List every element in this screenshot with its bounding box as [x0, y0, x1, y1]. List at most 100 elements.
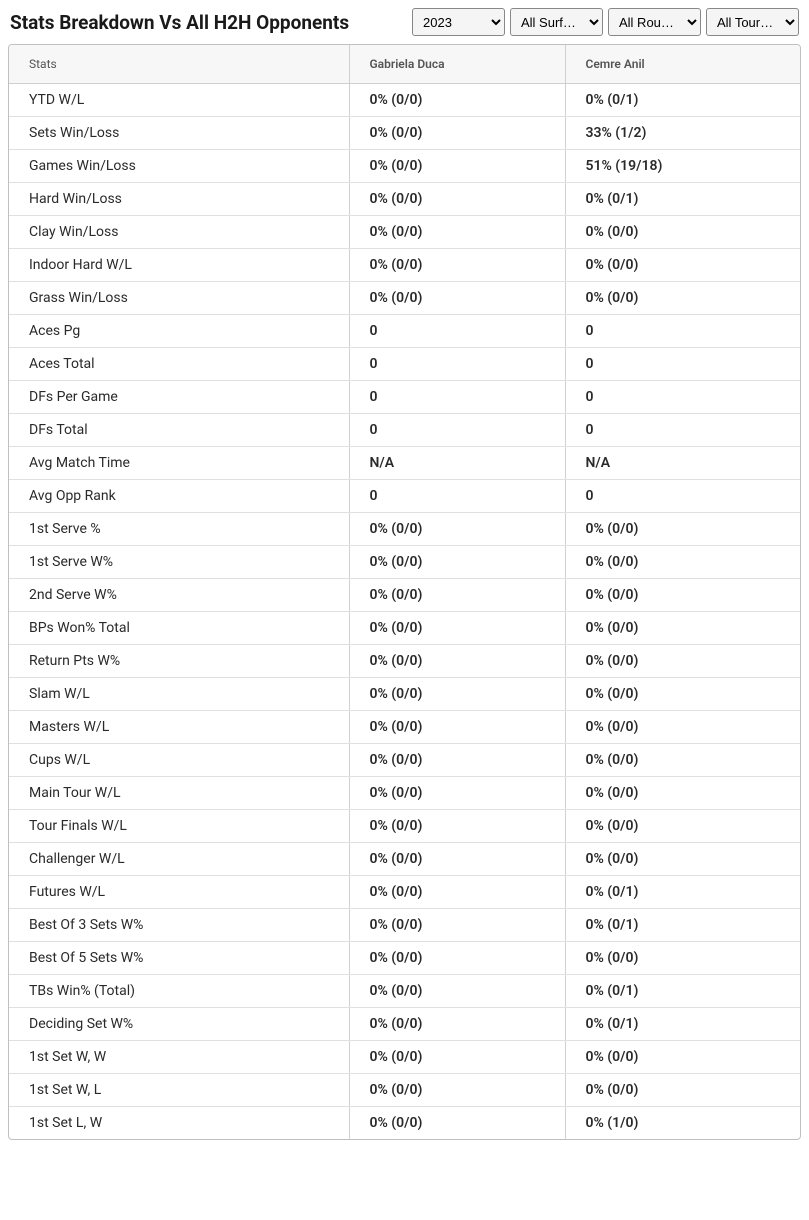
- table-row: Indoor Hard W/L0% (0/0)0% (0/0): [9, 249, 800, 282]
- stat-value-player1: 0% (0/0): [349, 612, 565, 645]
- table-row: Avg Opp Rank00: [9, 480, 800, 513]
- table-row: Return Pts W%0% (0/0)0% (0/0): [9, 645, 800, 678]
- table-row: 1st Set W, L0% (0/0)0% (0/0): [9, 1074, 800, 1107]
- stat-value-player2: 0% (0/0): [565, 1041, 800, 1074]
- table-row: Main Tour W/L0% (0/0)0% (0/0): [9, 777, 800, 810]
- stat-value-player2: 0: [565, 315, 800, 348]
- table-row: Futures W/L0% (0/0)0% (0/1): [9, 876, 800, 909]
- stat-value-player2: 0% (0/0): [565, 546, 800, 579]
- table-row: Aces Total00: [9, 348, 800, 381]
- stat-value-player1: 0% (0/0): [349, 1107, 565, 1140]
- stat-value-player1: 0% (0/0): [349, 513, 565, 546]
- table-row: Hard Win/Loss0% (0/0)0% (0/1): [9, 183, 800, 216]
- stat-value-player2: 0% (0/0): [565, 744, 800, 777]
- stat-value-player1: 0: [349, 414, 565, 447]
- stat-value-player1: 0% (0/0): [349, 909, 565, 942]
- stat-value-player2: 0% (0/0): [565, 282, 800, 315]
- table-row: Slam W/L0% (0/0)0% (0/0): [9, 678, 800, 711]
- filter-tour-select[interactable]: All Tour…: [706, 8, 799, 36]
- stat-label: Hard Win/Loss: [9, 183, 349, 216]
- stat-label: Avg Opp Rank: [9, 480, 349, 513]
- table-row: 1st Set L, W0% (0/0)0% (1/0): [9, 1107, 800, 1140]
- stat-value-player1: 0% (0/0): [349, 546, 565, 579]
- table-row: 1st Serve %0% (0/0)0% (0/0): [9, 513, 800, 546]
- stat-value-player2: 0% (0/1): [565, 84, 800, 117]
- stat-label: Best Of 3 Sets W%: [9, 909, 349, 942]
- stat-label: Aces Total: [9, 348, 349, 381]
- table-row: 1st Set W, W0% (0/0)0% (0/0): [9, 1041, 800, 1074]
- table-row: BPs Won% Total0% (0/0)0% (0/0): [9, 612, 800, 645]
- table-row: DFs Total00: [9, 414, 800, 447]
- table-row: Sets Win/Loss0% (0/0)33% (1/2): [9, 117, 800, 150]
- stats-table: Stats Gabriela Duca Cemre Anil YTD W/L0%…: [9, 45, 800, 1139]
- stat-label: 1st Serve %: [9, 513, 349, 546]
- table-row: Grass Win/Loss0% (0/0)0% (0/0): [9, 282, 800, 315]
- stat-label: Tour Finals W/L: [9, 810, 349, 843]
- stat-value-player1: 0% (0/0): [349, 678, 565, 711]
- col-header-stats: Stats: [9, 45, 349, 84]
- table-row: Best Of 5 Sets W%0% (0/0)0% (0/0): [9, 942, 800, 975]
- stat-value-player2: 0% (0/0): [565, 612, 800, 645]
- filter-round-select[interactable]: All Rou…: [608, 8, 701, 36]
- table-row: Cups W/L0% (0/0)0% (0/0): [9, 744, 800, 777]
- table-row: TBs Win% (Total)0% (0/0)0% (0/1): [9, 975, 800, 1008]
- stat-value-player1: 0% (0/0): [349, 1008, 565, 1041]
- stat-label: DFs Per Game: [9, 381, 349, 414]
- col-header-player2: Cemre Anil: [565, 45, 800, 84]
- stat-label: Aces Pg: [9, 315, 349, 348]
- stat-value-player2: 0: [565, 348, 800, 381]
- stat-value-player1: 0% (0/0): [349, 645, 565, 678]
- stat-value-player1: 0: [349, 480, 565, 513]
- stat-label: Best Of 5 Sets W%: [9, 942, 349, 975]
- table-row: Games Win/Loss0% (0/0)51% (19/18): [9, 150, 800, 183]
- stat-value-player2: 0% (0/0): [565, 843, 800, 876]
- stat-value-player1: 0% (0/0): [349, 876, 565, 909]
- stat-value-player2: 0: [565, 414, 800, 447]
- stat-label: Clay Win/Loss: [9, 216, 349, 249]
- stat-value-player2: 51% (19/18): [565, 150, 800, 183]
- stat-value-player2: 0% (0/0): [565, 579, 800, 612]
- stat-label: Deciding Set W%: [9, 1008, 349, 1041]
- stat-value-player1: 0% (0/0): [349, 744, 565, 777]
- stat-value-player2: 0: [565, 480, 800, 513]
- table-row: 1st Serve W%0% (0/0)0% (0/0): [9, 546, 800, 579]
- stat-value-player2: 0% (0/0): [565, 1074, 800, 1107]
- stat-value-player2: 0% (0/1): [565, 183, 800, 216]
- stat-label: 1st Set L, W: [9, 1107, 349, 1140]
- stat-value-player1: 0: [349, 315, 565, 348]
- table-row: DFs Per Game00: [9, 381, 800, 414]
- stat-value-player2: 0% (0/0): [565, 645, 800, 678]
- table-row: YTD W/L0% (0/0)0% (0/1): [9, 84, 800, 117]
- stat-value-player1: 0% (0/0): [349, 579, 565, 612]
- table-row: Challenger W/L0% (0/0)0% (0/0): [9, 843, 800, 876]
- stat-label: Slam W/L: [9, 678, 349, 711]
- stat-label: Challenger W/L: [9, 843, 349, 876]
- stat-value-player1: 0% (0/0): [349, 777, 565, 810]
- stat-label: Sets Win/Loss: [9, 117, 349, 150]
- stat-value-player1: 0% (0/0): [349, 216, 565, 249]
- stat-value-player1: 0% (0/0): [349, 711, 565, 744]
- stat-value-player2: 0% (1/0): [565, 1107, 800, 1140]
- table-row: 2nd Serve W%0% (0/0)0% (0/0): [9, 579, 800, 612]
- stat-value-player1: 0% (0/0): [349, 843, 565, 876]
- table-row: Avg Match TimeN/AN/A: [9, 447, 800, 480]
- stats-table-wrapper: Stats Gabriela Duca Cemre Anil YTD W/L0%…: [8, 44, 801, 1140]
- filter-year-select[interactable]: 2023: [412, 8, 505, 36]
- stat-value-player1: 0% (0/0): [349, 117, 565, 150]
- stat-label: TBs Win% (Total): [9, 975, 349, 1008]
- table-row: Best Of 3 Sets W%0% (0/0)0% (0/1): [9, 909, 800, 942]
- stat-label: Main Tour W/L: [9, 777, 349, 810]
- stat-value-player1: 0% (0/0): [349, 84, 565, 117]
- stat-label: 2nd Serve W%: [9, 579, 349, 612]
- stat-value-player1: 0% (0/0): [349, 249, 565, 282]
- stat-value-player2: 0% (0/1): [565, 909, 800, 942]
- stat-label: 1st Set W, W: [9, 1041, 349, 1074]
- stat-value-player2: 0: [565, 381, 800, 414]
- stat-value-player2: 0% (0/0): [565, 249, 800, 282]
- stat-label: Games Win/Loss: [9, 150, 349, 183]
- filter-surface-select[interactable]: All Surf…: [510, 8, 603, 36]
- stat-value-player1: 0% (0/0): [349, 183, 565, 216]
- stat-label: Masters W/L: [9, 711, 349, 744]
- stat-label: DFs Total: [9, 414, 349, 447]
- stat-label: 1st Set W, L: [9, 1074, 349, 1107]
